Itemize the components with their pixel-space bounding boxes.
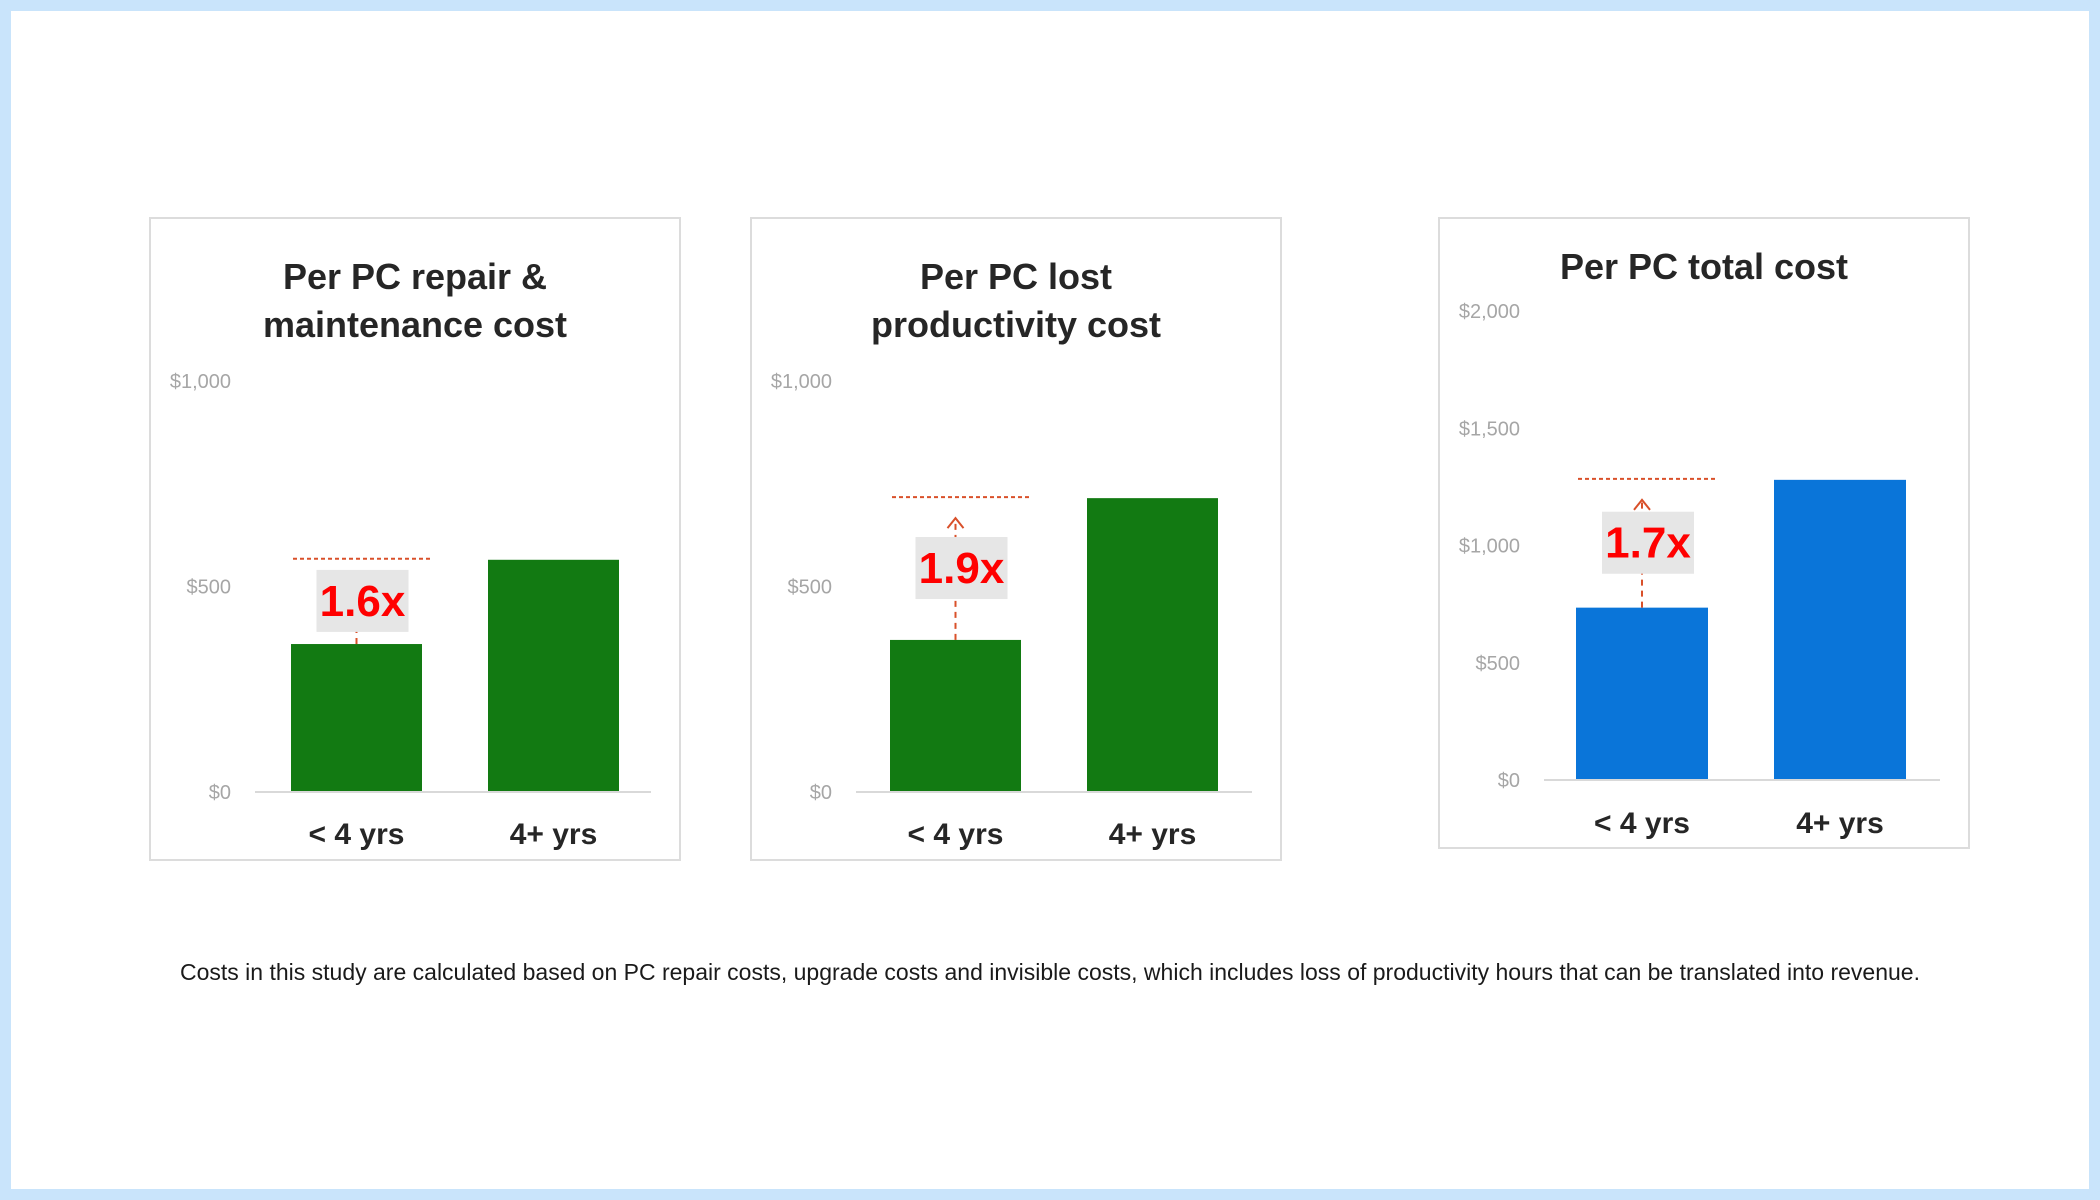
- chart-panel-repair: Per PC repair & maintenance cost $0 $500 $…: [149, 217, 681, 861]
- y-tick-label: $500: [1476, 653, 1521, 675]
- y-tick-label: $1,500: [1459, 418, 1520, 440]
- y-tick-label: $1,000: [1459, 536, 1520, 558]
- chart-title: Per PC total cost: [1559, 246, 1849, 287]
- arrow-head-icon: [946, 516, 965, 529]
- category-label: < 4 yrs: [1594, 807, 1690, 840]
- category-label: 4+ yrs: [1796, 807, 1884, 840]
- multiplier-label-box: [316, 569, 409, 632]
- category-label: < 4 yrs: [309, 818, 405, 851]
- category-label: 4+ yrs: [510, 818, 598, 851]
- y-tick-label: $0: [1498, 770, 1520, 792]
- bar-4-plus-yrs: [1087, 498, 1218, 792]
- multiplier-label-box: [1602, 511, 1694, 574]
- bar-under-4-yrs: [890, 639, 1021, 792]
- bar-4-plus-yrs: [1774, 479, 1906, 780]
- footnote: Costs in this study are calculated based…: [180, 959, 1920, 985]
- chart-title: Per PC lost productivity cost: [870, 256, 1162, 345]
- multiplier-label: 1.7x: [1605, 519, 1691, 568]
- y-tick-label: $2,000: [1459, 301, 1520, 323]
- chart-plot: $0 $500 $1,000 $1,500 $2,000 < 4 yrs 4+ yrs 1.7…: [1459, 301, 1940, 840]
- chart-panel-productivity: Per PC lost productivity cost $0 $500 $1,0…: [750, 217, 1282, 861]
- chart-panel-total: Per PC total cost $0 $500 $1,000 $1,500 $2,0…: [1438, 217, 1970, 849]
- multiplier-label: 1.6x: [320, 577, 406, 626]
- y-tick-label: $0: [810, 782, 832, 804]
- y-tick-label: $500: [788, 577, 833, 599]
- multiplier-label-box: [915, 537, 1008, 600]
- arrow-head-icon: [1633, 498, 1651, 511]
- y-tick-label: $1,000: [170, 371, 231, 393]
- y-tick-label: $0: [209, 782, 231, 804]
- chart-title: Per PC repair & maintenance cost: [262, 256, 568, 345]
- category-label: < 4 yrs: [908, 818, 1004, 851]
- bar-under-4-yrs: [1576, 607, 1708, 780]
- bar-under-4-yrs: [291, 644, 422, 792]
- chart-plot: $0 $500 $1,000 < 4 yrs 4+ yrs 1.6x: [170, 371, 651, 851]
- category-label: 4+ yrs: [1109, 818, 1197, 851]
- multiplier-label: 1.9x: [919, 544, 1005, 593]
- bar-4-plus-yrs: [488, 559, 619, 792]
- y-tick-label: $500: [187, 577, 232, 599]
- y-tick-label: $1,000: [771, 371, 832, 393]
- chart-plot: $0 $500 $1,000 < 4 yrs 4+ yrs 1.9x: [771, 371, 1252, 851]
- page: Per PC repair & maintenance cost $0 $500 $…: [11, 11, 2089, 1189]
